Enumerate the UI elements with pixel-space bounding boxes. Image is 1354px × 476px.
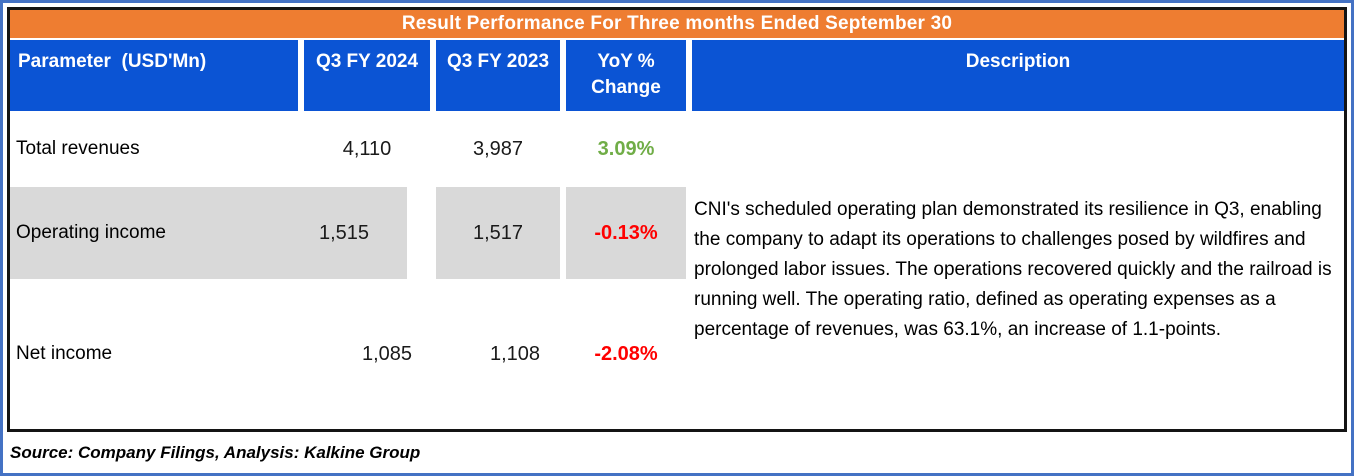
results-table: Result Performance For Three months Ende… [7,7,1347,432]
header-description: Description [692,40,1344,111]
q3-fy-2023-cell: 3,987 [472,137,524,160]
header-yoy-change: YoY % Change [566,40,686,111]
yoy-change-cell: 3.09% [597,137,655,160]
results-grid: Parameter (USD'Mn) Q3 FY 2024 Q3 FY 2023… [10,40,1344,429]
description-text: CNI's scheduled operating plan demonstra… [694,199,1332,340]
yoy-change-cell: -2.08% [594,342,658,365]
header-q3-fy-2024: Q3 FY 2024 [304,40,430,111]
source-note: Source: Company Filings, Analysis: Kalki… [10,443,421,462]
q3-fy-2023-cell: 1,517 [436,187,560,279]
table-title: Result Performance For Three months Ende… [10,10,1344,38]
parameter-cell: Total revenues [16,138,140,159]
yoy-change-cell: -0.13% [566,187,686,279]
description-panel: CNI's scheduled operating plan demonstra… [692,111,1344,429]
parameter-cell: Net income [16,343,113,364]
header-parameter: Parameter (USD'Mn) [10,40,298,111]
q3-fy-2024-cell: 1,515 [281,187,407,279]
q3-fy-2024-cell: 4,110 [342,137,392,160]
header-q3-fy-2023: Q3 FY 2023 [436,40,560,111]
q3-fy-2024-cell: 1,085 [361,342,413,365]
q3-fy-2023-cell: 1,108 [489,342,541,365]
parameter-cell: Operating income [10,187,298,279]
